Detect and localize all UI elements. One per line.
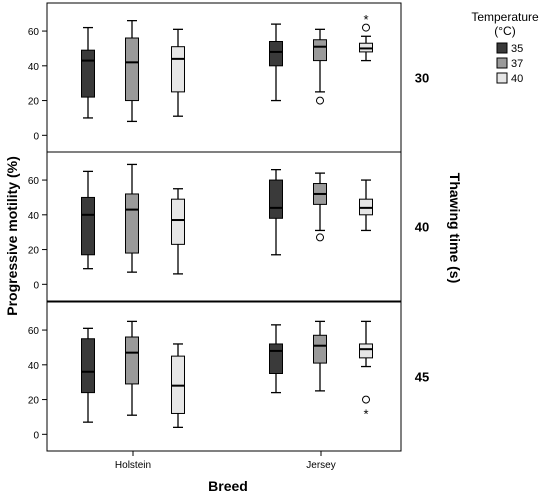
- box-iqr: [125, 37, 139, 102]
- box-holstein-35: [81, 327, 95, 423]
- box-iqr: [125, 193, 139, 254]
- box-holstein-40: [171, 343, 185, 429]
- y-tick-label: 40: [28, 361, 40, 372]
- outlier-point: [316, 96, 324, 105]
- legend-label-40: 40: [511, 73, 523, 85]
- panel-30: 0 20 40 60 30 *: [28, 2, 429, 153]
- box-iqr: [313, 334, 327, 364]
- y-tick-label: 60: [28, 27, 40, 38]
- box-jersey-40: *: [359, 12, 373, 62]
- legend-title-line1: Temperature: [471, 10, 539, 24]
- facet-value-label: 30: [415, 71, 429, 86]
- box-jersey-35: [269, 23, 283, 102]
- legend-label-35: 35: [511, 43, 523, 55]
- facet-value-label: 40: [415, 220, 429, 235]
- box-jersey-37: [313, 320, 327, 392]
- y-tick-label: 20: [28, 396, 40, 407]
- box-iqr: [81, 196, 95, 256]
- box-jersey-35: [269, 168, 283, 256]
- box-holstein-40: [171, 28, 185, 117]
- box-holstein-35: [81, 26, 95, 119]
- y-tick-label: 60: [28, 176, 40, 187]
- x-tick-label: Jersey: [306, 460, 335, 471]
- box-iqr: [313, 39, 327, 62]
- panel-frame: [46, 2, 402, 153]
- box-holstein-37: [125, 163, 139, 273]
- facet-value-label: 45: [415, 370, 429, 385]
- extreme-point: *: [363, 12, 368, 27]
- box-iqr: [359, 343, 373, 359]
- panel-45: 0 20 40 60 45 *: [28, 301, 429, 452]
- legend-label-37: 37: [511, 58, 523, 70]
- outlier-point: [362, 395, 370, 404]
- box-holstein-40: [171, 188, 185, 275]
- box-jersey-37: [313, 28, 327, 105]
- y-axis-label: Progressive motility (%): [4, 156, 20, 316]
- y-tick-label: 40: [28, 211, 40, 222]
- y-tick-label: 20: [28, 97, 40, 108]
- legend-swatch-37: [496, 57, 508, 69]
- extreme-point: *: [363, 406, 368, 421]
- y-tick-label: 0: [33, 131, 39, 142]
- panel-frame: [46, 151, 402, 302]
- outlier-point: [362, 23, 370, 32]
- y-tick-label: 0: [33, 430, 39, 441]
- legend-swatch-40: [496, 72, 508, 84]
- box-iqr: [81, 338, 95, 394]
- box-iqr: [125, 336, 139, 385]
- panel-frame: [46, 301, 402, 452]
- box-holstein-35: [81, 170, 95, 270]
- box-holstein-37: [125, 19, 139, 123]
- facet-axis-label: Thawing time (s): [447, 173, 463, 283]
- y-tick-label: 20: [28, 246, 40, 257]
- outlier-point: [316, 233, 324, 242]
- legend: Temperature (°C) 35 37 40: [471, 10, 539, 85]
- box-iqr: [171, 46, 185, 93]
- y-tick-label: 0: [33, 280, 39, 291]
- legend-title-line2: (°C): [494, 24, 515, 38]
- box-iqr: [269, 179, 283, 219]
- box-jersey-40: [359, 179, 373, 232]
- y-tick-label: 40: [28, 62, 40, 73]
- box-iqr: [171, 198, 185, 245]
- box-iqr: [269, 40, 283, 67]
- panel-40: 0 20 40 60 40: [28, 151, 429, 302]
- legend-swatch-35: [496, 42, 508, 54]
- box-iqr: [269, 343, 283, 374]
- box-holstein-37: [125, 320, 139, 416]
- box-jersey-37: [313, 172, 327, 242]
- y-tick-label: 60: [28, 326, 40, 337]
- box-jersey-40: *: [359, 320, 373, 421]
- box-iqr: [81, 49, 95, 98]
- box-jersey-35: [269, 324, 283, 394]
- x-axis-label: Breed: [208, 478, 248, 494]
- x-tick-label: Holstein: [115, 460, 151, 471]
